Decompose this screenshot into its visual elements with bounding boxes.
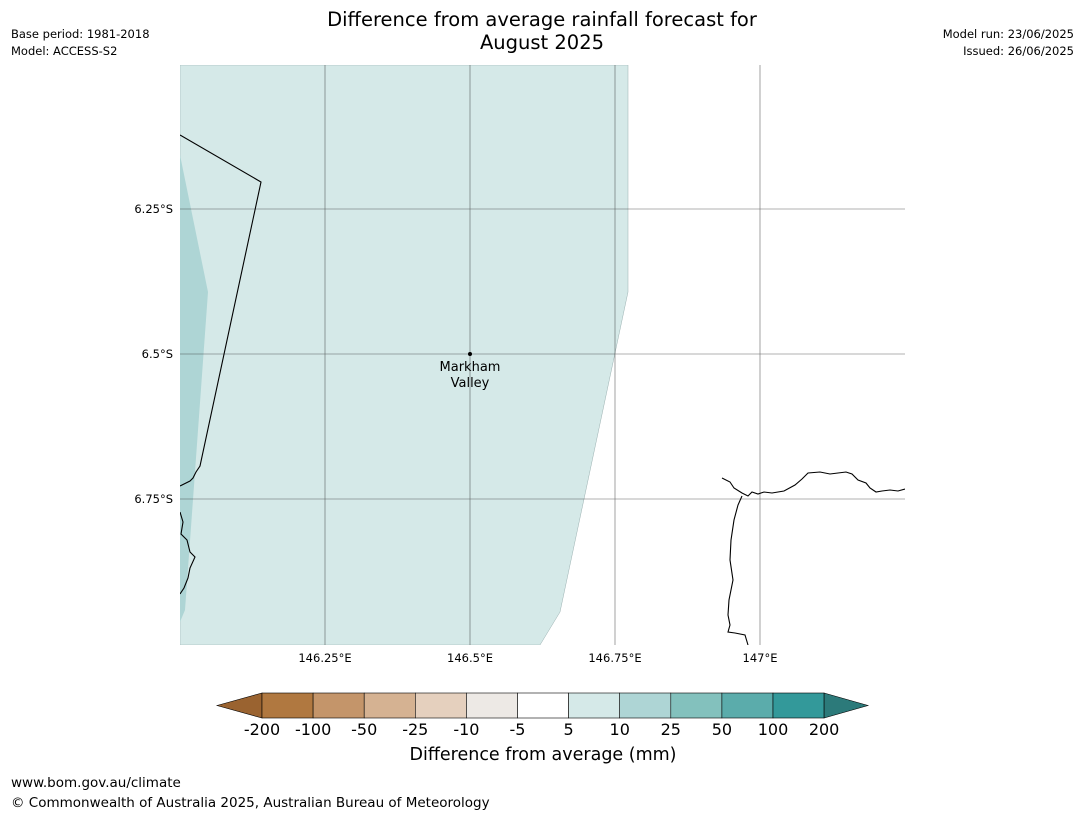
- model-run-text: Model run: 23/06/2025: [942, 27, 1074, 41]
- colorbar-tick-label: 200: [808, 720, 840, 739]
- title-line-1: Difference from average rainfall forecas…: [327, 8, 757, 31]
- colorbar-bin: [568, 692, 620, 719]
- lon-label-146-25: 146.25°E: [298, 651, 352, 665]
- rainfall-region-5-10: [180, 65, 629, 645]
- colorbar-arrow-left: [215, 692, 263, 719]
- colorbar-arrow-right: [823, 692, 870, 719]
- colorbar-tick-label: -50: [351, 720, 378, 739]
- colorbar-tick-label: 25: [660, 720, 681, 739]
- markham-valley-marker: [468, 352, 472, 356]
- colorbar-tick-label: 5: [563, 720, 574, 739]
- issued-text: Issued: 26/06/2025: [963, 44, 1074, 58]
- lat-label-6-75: 6.75°S: [134, 492, 173, 506]
- colorbar-bin: [721, 692, 774, 719]
- meta-right: Model run: 23/06/2025 Issued: 26/06/2025: [943, 26, 1074, 60]
- colorbar-tick-label: 50: [711, 720, 733, 739]
- lat-label-6-5: 6.5°S: [141, 347, 173, 361]
- coastline-east-south: [727, 495, 749, 645]
- lat-label-6-25: 6.25°S: [134, 202, 173, 216]
- colorbar-bin: [619, 692, 672, 719]
- lon-label-146-5: 146.5°E: [447, 651, 493, 665]
- colorbar-tick-label: 100: [757, 720, 789, 739]
- footer-url: www.bom.gov.au/climate: [11, 775, 181, 791]
- title-line-2: August 2025: [479, 31, 605, 54]
- model-text: Model: ACCESS-S2: [11, 44, 118, 58]
- place-label-line-1: Markham: [439, 360, 501, 375]
- colorbar-tick-label: -10: [453, 720, 480, 739]
- colorbar: [215, 692, 870, 719]
- colorbar-tick-label: -5: [509, 720, 526, 739]
- colorbar-title: Difference from average (mm): [409, 745, 677, 765]
- place-label-markham-valley: Markham Valley: [440, 360, 501, 392]
- colorbar-bin: [517, 692, 569, 719]
- colorbar-tick-label: -200: [243, 720, 281, 739]
- coastline-east: [721, 471, 905, 497]
- boundary-line: [180, 134, 262, 487]
- coastline-west: [180, 511, 196, 595]
- colorbar-bin: [772, 692, 825, 719]
- colorbar-tick-label: -25: [402, 720, 429, 739]
- colorbar-bin: [414, 692, 467, 719]
- base-period-text: Base period: 1981-2018: [11, 27, 150, 41]
- colorbar-bin: [261, 692, 314, 719]
- chart-title: Difference from average rainfall forecas…: [242, 8, 842, 54]
- lon-label-146-75: 146.75°E: [588, 651, 642, 665]
- meta-left: Base period: 1981-2018 Model: ACCESS-S2: [11, 26, 150, 60]
- colorbar-bin: [312, 692, 365, 719]
- colorbar-tick-label: -100: [294, 720, 332, 739]
- colorbar-tick-label: 10: [609, 720, 630, 739]
- lon-label-147: 147°E: [742, 651, 778, 665]
- colorbar-bin: [670, 692, 723, 719]
- colorbar-bin: [363, 692, 416, 719]
- footer-copyright: © Commonwealth of Australia 2025, Austra…: [11, 795, 490, 811]
- place-label-line-2: Valley: [450, 376, 490, 391]
- map-area: [180, 65, 905, 645]
- colorbar-bin: [466, 692, 518, 719]
- rainfall-region-10-25: [180, 155, 208, 622]
